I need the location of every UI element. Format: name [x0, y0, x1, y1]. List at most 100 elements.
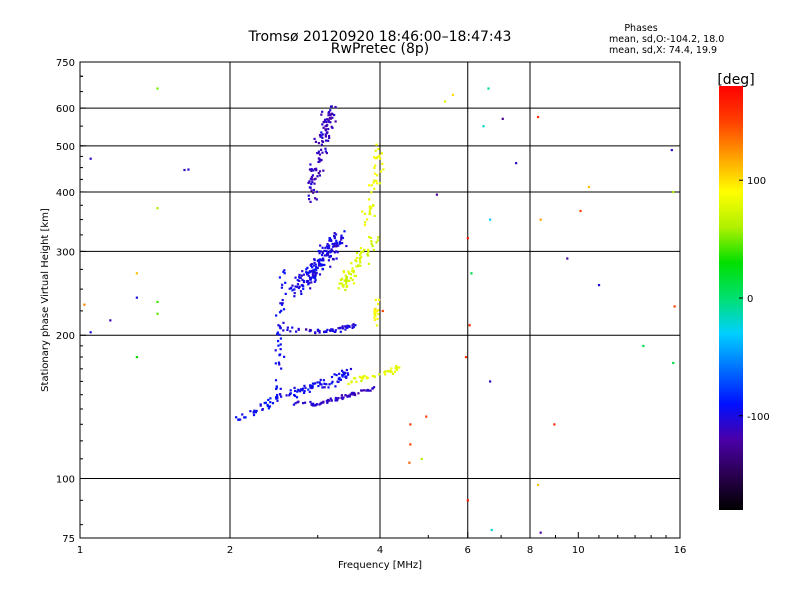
data-point — [282, 308, 286, 311]
data-point — [309, 200, 312, 203]
data-point — [323, 120, 326, 123]
data-point — [275, 393, 279, 397]
data-point — [334, 385, 337, 388]
data-point — [354, 274, 357, 278]
data-point — [135, 356, 138, 359]
data-point — [317, 150, 321, 153]
data-point — [338, 372, 341, 375]
data-point — [313, 258, 316, 261]
data-point — [319, 378, 322, 381]
data-point — [276, 399, 279, 402]
data-point — [321, 123, 324, 126]
data-point — [340, 394, 343, 397]
data-point — [324, 246, 327, 249]
data-point — [338, 242, 341, 245]
data-point — [359, 250, 363, 253]
data-point — [333, 242, 336, 246]
data-point — [309, 177, 312, 180]
data-point — [435, 193, 438, 196]
data-point — [318, 170, 322, 173]
data-point — [318, 381, 321, 384]
data-point — [275, 314, 278, 317]
data-point — [329, 254, 332, 258]
data-point — [341, 241, 344, 245]
data-point — [325, 399, 328, 402]
data-point — [308, 180, 311, 183]
data-point — [311, 385, 314, 388]
data-point — [374, 298, 377, 301]
data-point — [320, 131, 323, 134]
data-point — [349, 273, 352, 276]
data-point — [297, 286, 300, 290]
data-point — [355, 380, 358, 383]
data-point — [183, 168, 186, 172]
data-point — [329, 114, 332, 117]
data-point — [301, 278, 304, 281]
data-point — [310, 264, 313, 267]
data-point — [187, 168, 190, 171]
data-point — [313, 137, 316, 141]
colorbar-title: [deg] — [717, 72, 754, 88]
data-point — [352, 323, 355, 326]
data-point — [308, 186, 311, 189]
data-point — [371, 244, 374, 248]
data-point — [390, 370, 393, 373]
data-point — [278, 325, 281, 328]
data-point — [642, 344, 645, 348]
data-point — [296, 390, 299, 393]
data-point — [304, 328, 308, 331]
data-point — [376, 239, 379, 242]
data-point — [323, 254, 326, 257]
data-point — [360, 379, 363, 383]
data-point — [344, 277, 348, 280]
data-point — [321, 110, 324, 113]
data-point — [314, 331, 317, 334]
data-point — [320, 263, 323, 266]
data-point — [372, 386, 376, 389]
data-point — [296, 279, 299, 282]
data-point — [259, 404, 262, 407]
data-point — [369, 236, 372, 240]
data-point — [376, 317, 379, 321]
data-point — [268, 405, 272, 408]
data-point — [338, 327, 341, 330]
data-point — [346, 372, 349, 375]
data-point — [373, 179, 376, 182]
data-point — [487, 87, 490, 90]
data-point — [293, 288, 296, 291]
data-point — [331, 329, 334, 332]
data-point — [372, 203, 375, 207]
colorbar-tick-label: 100 — [747, 176, 766, 187]
data-point — [284, 292, 287, 295]
data-point — [482, 125, 485, 128]
data-point — [277, 344, 280, 347]
x-axis: 1 2 4 6 8 10 16 — [77, 532, 686, 556]
data-point — [321, 386, 324, 389]
data-point — [390, 367, 393, 370]
data-point — [329, 109, 332, 112]
data-point — [348, 279, 351, 283]
data-point — [314, 382, 317, 385]
data-point — [337, 396, 340, 400]
data-point — [295, 396, 299, 399]
data-points — [83, 87, 676, 534]
data-point — [367, 184, 371, 187]
data-point — [344, 394, 347, 397]
data-point — [274, 349, 277, 352]
data-point — [89, 331, 92, 334]
data-point — [156, 312, 159, 315]
data-point — [324, 133, 327, 136]
data-point — [317, 142, 320, 145]
data-point — [361, 250, 365, 253]
data-point — [288, 392, 292, 395]
data-point — [347, 270, 350, 273]
data-point — [375, 241, 378, 244]
data-point — [349, 367, 353, 371]
data-point — [311, 174, 314, 177]
data-point — [324, 135, 327, 138]
data-point — [317, 262, 321, 265]
data-point — [672, 190, 675, 194]
data-point — [300, 274, 303, 277]
data-point — [314, 263, 317, 266]
data-point — [334, 120, 337, 123]
